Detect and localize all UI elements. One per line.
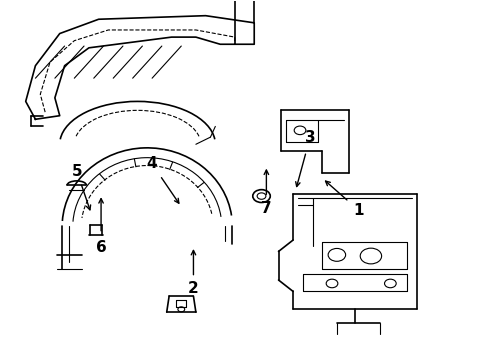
Text: 7: 7 (261, 201, 271, 216)
Text: 2: 2 (188, 282, 199, 296)
Text: 1: 1 (353, 203, 363, 218)
Text: 4: 4 (146, 157, 157, 171)
Text: 6: 6 (96, 240, 106, 255)
Text: 3: 3 (304, 130, 315, 145)
Text: 5: 5 (71, 163, 82, 179)
